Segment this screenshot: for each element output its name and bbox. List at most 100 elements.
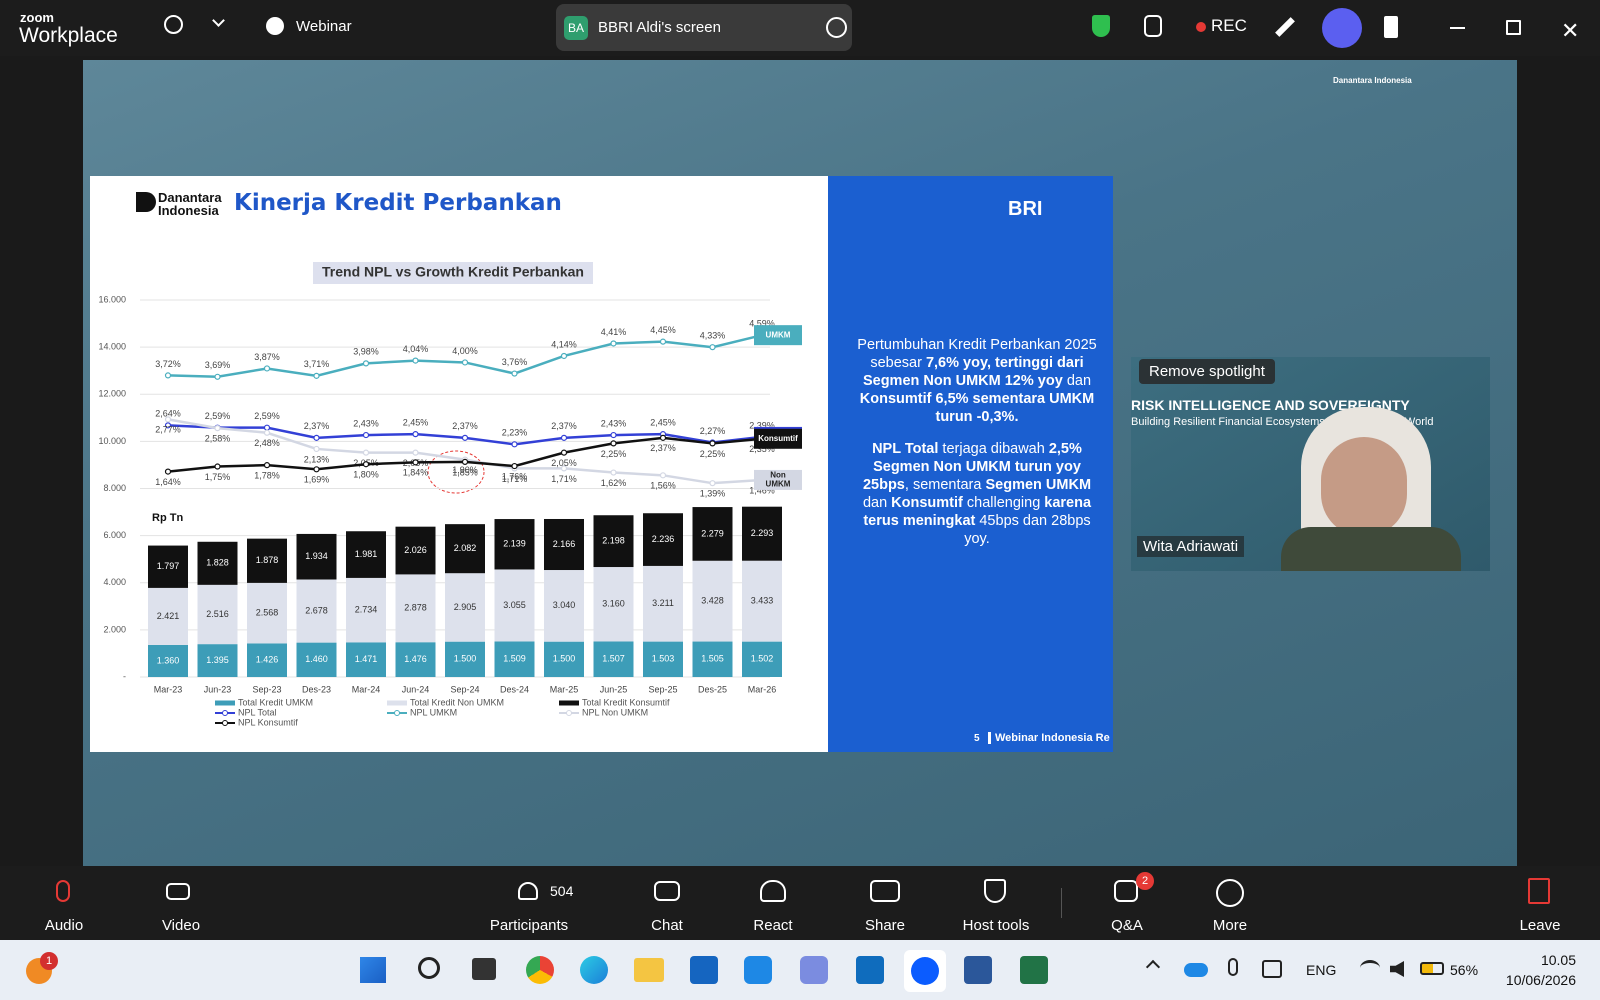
participants-button[interactable]: Participants bbox=[489, 917, 569, 934]
x-tick-label: Des-24 bbox=[500, 684, 529, 694]
line-point bbox=[362, 461, 370, 468]
host-tools-icon[interactable] bbox=[984, 879, 1006, 903]
logo-top: zoom bbox=[20, 10, 54, 25]
bar-label: 2.166 bbox=[553, 539, 576, 549]
restore[interactable] bbox=[1506, 20, 1521, 35]
bar-label: 1.460 bbox=[305, 654, 328, 664]
battery: 56% bbox=[1450, 962, 1479, 978]
slide: Danantara Indonesia Kinerja Kredit Perban… bbox=[90, 176, 828, 752]
point-label: 1,76% bbox=[502, 471, 528, 481]
point-label: 1,62% bbox=[601, 478, 627, 488]
language[interactable]: ENG bbox=[1306, 962, 1337, 978]
zoom-active[interactable] bbox=[904, 950, 946, 992]
app[interactable] bbox=[800, 956, 828, 984]
legend-label: NPL UMKM bbox=[410, 707, 457, 717]
task-view[interactable] bbox=[472, 958, 496, 980]
video-icon[interactable] bbox=[166, 883, 190, 900]
host-tools-button[interactable]: Host tools bbox=[962, 917, 1030, 934]
logo-bottom: Workplace bbox=[19, 24, 118, 47]
participants-count: 504 bbox=[550, 883, 574, 899]
line-point bbox=[461, 458, 469, 466]
point-label: 4,41% bbox=[601, 327, 627, 337]
view-icon[interactable] bbox=[1384, 16, 1398, 38]
search-button[interactable] bbox=[418, 957, 440, 979]
chevron[interactable] bbox=[212, 14, 225, 27]
bar-label: 2.198 bbox=[602, 536, 625, 546]
close[interactable]: ✕ bbox=[1561, 18, 1580, 43]
bar-segment bbox=[346, 531, 386, 578]
react-button[interactable]: React bbox=[753, 917, 793, 934]
leave-button[interactable]: Leave bbox=[1519, 917, 1561, 934]
outlook-new[interactable] bbox=[744, 956, 772, 984]
x-tick-label: Sep-25 bbox=[648, 684, 677, 694]
bar-segment bbox=[197, 584, 238, 645]
bar-label: 1.502 bbox=[751, 654, 774, 664]
more-icon[interactable] bbox=[826, 17, 847, 38]
react-icon[interactable] bbox=[760, 880, 786, 902]
chat-button[interactable]: Chat bbox=[651, 917, 683, 934]
mic-icon[interactable] bbox=[56, 880, 70, 902]
qa-icon[interactable] bbox=[1114, 880, 1138, 902]
tray-app[interactable] bbox=[1262, 960, 1282, 978]
qa-button[interactable]: Q&A bbox=[1111, 917, 1143, 934]
annotate-icon[interactable] bbox=[1275, 17, 1295, 37]
line-point bbox=[610, 431, 617, 439]
notes-icon[interactable] bbox=[1144, 15, 1162, 37]
header-logo: Danantara Indonesia bbox=[1333, 76, 1412, 85]
bar-segment bbox=[247, 582, 287, 644]
mic-tray[interactable] bbox=[1228, 958, 1238, 976]
ai-companion[interactable] bbox=[1322, 8, 1362, 48]
clock-time[interactable]: 10.05 bbox=[1540, 952, 1576, 968]
edge[interactable] bbox=[580, 956, 608, 984]
explorer[interactable] bbox=[634, 958, 664, 982]
more-button[interactable]: More bbox=[1212, 917, 1248, 934]
audio-button[interactable]: Audio bbox=[44, 917, 84, 934]
screen-share-pill[interactable]: BA BBRI Aldi's screen bbox=[556, 4, 852, 51]
info-icon[interactable] bbox=[164, 15, 183, 34]
minimize[interactable] bbox=[1450, 27, 1465, 29]
line-point bbox=[263, 462, 271, 469]
leave-icon[interactable] bbox=[1528, 878, 1550, 904]
bar-label: 2.026 bbox=[404, 545, 427, 555]
video-button[interactable]: Video bbox=[161, 917, 201, 934]
volume[interactable] bbox=[1390, 961, 1404, 977]
speaker-face bbox=[1321, 437, 1407, 537]
excel[interactable] bbox=[1020, 956, 1048, 984]
word[interactable] bbox=[964, 956, 992, 984]
bar-segment bbox=[395, 526, 436, 575]
battery-icon[interactable] bbox=[1420, 962, 1444, 975]
bar-label: 2.421 bbox=[157, 611, 180, 621]
store[interactable] bbox=[690, 956, 718, 984]
start-button[interactable] bbox=[360, 957, 386, 983]
point-label: 1,56% bbox=[650, 481, 676, 491]
point-label: 2,25% bbox=[700, 449, 726, 459]
end-label-box bbox=[754, 325, 802, 346]
more-icon[interactable] bbox=[1216, 879, 1244, 907]
bar-label: 2.568 bbox=[256, 608, 279, 618]
text-run: terjaga dibawah bbox=[938, 441, 1049, 457]
bar-label: 2.279 bbox=[701, 528, 724, 538]
security-icon[interactable] bbox=[1092, 15, 1110, 37]
highlight-circle bbox=[427, 450, 485, 494]
onedrive[interactable] bbox=[1184, 963, 1208, 977]
chat-icon[interactable] bbox=[654, 881, 680, 901]
line-point bbox=[362, 360, 370, 367]
tray-chevron[interactable] bbox=[1145, 959, 1161, 975]
share-button[interactable]: Share bbox=[864, 917, 906, 934]
wifi[interactable] bbox=[1360, 960, 1380, 976]
y-tick-label: 16.000 bbox=[98, 294, 126, 304]
remove-spotlight[interactable]: Remove spotlight bbox=[1139, 359, 1275, 384]
line-point bbox=[461, 359, 469, 366]
participants-icon[interactable] bbox=[518, 882, 538, 900]
share-icon[interactable] bbox=[870, 880, 900, 902]
line-point bbox=[709, 344, 716, 351]
brand: Danantara Indonesia bbox=[158, 191, 222, 217]
clock-date[interactable]: 10/06/2026 bbox=[1505, 972, 1576, 988]
line-point bbox=[659, 338, 667, 345]
outlook[interactable] bbox=[856, 956, 884, 984]
qa-badge: 2 bbox=[1136, 872, 1154, 890]
chrome[interactable] bbox=[526, 956, 554, 984]
point-label: 2,64% bbox=[155, 409, 181, 419]
bar-label: 1.509 bbox=[503, 654, 526, 664]
